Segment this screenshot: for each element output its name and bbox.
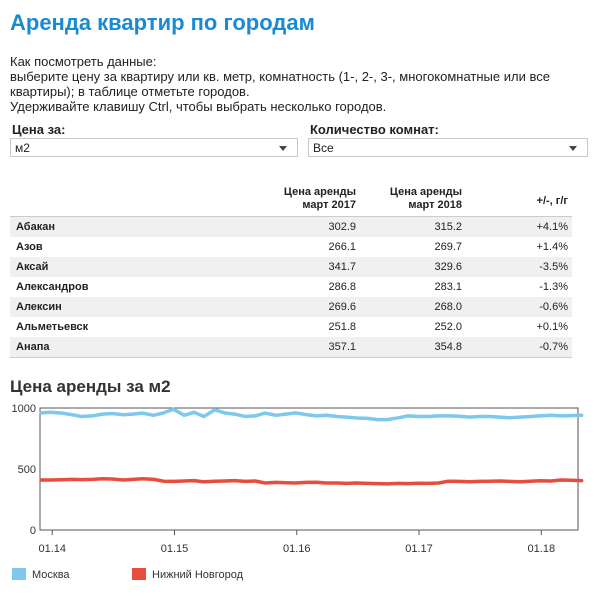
cell-city: Анапа [16, 341, 50, 353]
cell-city: Аксай [16, 261, 49, 273]
header-line: Цена аренды [389, 186, 462, 198]
table-row[interactable]: Альметьевск 251.8 252.0 +0.1% [10, 317, 572, 337]
cell-change: +0.1% [536, 321, 569, 333]
cell-city: Азов [16, 241, 43, 253]
table-row[interactable]: Анапа 357.1 354.8 -0.7% [10, 337, 572, 357]
legend-label: Москва [32, 569, 70, 581]
cell-price-2017: 251.8 [328, 321, 356, 333]
cell-price-2017: 269.6 [328, 301, 356, 313]
cell-change: -1.3% [539, 281, 568, 293]
cell-city: Абакан [16, 221, 55, 233]
table-row[interactable]: Александров 286.8 283.1 -1.3% [10, 277, 572, 297]
cell-change: -0.7% [539, 341, 568, 353]
instructions-line: квартиры); в таблице отметьте городов. [10, 84, 250, 99]
cell-change: +1.4% [536, 241, 569, 253]
header-line: Цена аренды [283, 186, 356, 198]
table-bottom-border [10, 357, 572, 358]
chevron-down-icon [569, 146, 577, 151]
cell-price-2017: 302.9 [328, 221, 356, 233]
cell-price-2017: 357.1 [328, 341, 356, 353]
legend-item-moscow[interactable]: Москва [12, 568, 70, 581]
price-label: Цена за: [12, 122, 66, 137]
header-price-2018: Цена аренды март 2018 [342, 186, 462, 212]
cell-change: -0.6% [539, 301, 568, 313]
table-body: Абакан 302.9 315.2 +4.1% Азов 266.1 269.… [10, 216, 572, 357]
legend-swatch [12, 568, 26, 580]
cell-city: Александров [16, 281, 89, 293]
cell-price-2017: 266.1 [328, 241, 356, 253]
cell-city: Алексин [16, 301, 62, 313]
cell-price-2018: 269.7 [434, 241, 462, 253]
y-tick-label: 500 [18, 464, 36, 476]
series-line-1 [39, 477, 584, 486]
x-tick-label: 01.15 [161, 543, 189, 555]
rent-table: Цена аренды март 2017 Цена аренды март 2… [10, 186, 572, 358]
chevron-down-icon [279, 146, 287, 151]
rooms-label: Количество комнат: [310, 122, 439, 137]
table-row[interactable]: Аксай 341.7 329.6 -3.5% [10, 257, 572, 277]
cell-price-2018: 315.2 [434, 221, 462, 233]
table-row[interactable]: Абакан 302.9 315.2 +4.1% [10, 217, 572, 237]
legend-item-nizhny-novgorod[interactable]: Нижний Новгород [132, 568, 243, 581]
chart-title: Цена аренды за м2 [10, 377, 171, 396]
price-select-value: м2 [15, 141, 30, 155]
x-tick-label: 01.18 [528, 543, 556, 555]
rent-chart: 0 500 1000 01.14 01.15 01.16 01.17 01.18 [12, 403, 584, 555]
x-tick-label: 01.14 [38, 543, 66, 555]
cell-price-2018: 268.0 [434, 301, 462, 313]
instructions-line: выберите цену за квартиру или кв. метр, … [10, 69, 550, 84]
header-line: март 2017 [302, 199, 356, 211]
cell-price-2017: 341.7 [328, 261, 356, 273]
cell-price-2018: 252.0 [434, 321, 462, 333]
legend-label: Нижний Новгород [152, 569, 244, 581]
y-tick-label: 1000 [12, 403, 36, 415]
cell-price-2018: 283.1 [434, 281, 462, 293]
instructions-line: Как посмотреть данные: [10, 54, 157, 69]
table-header: Цена аренды март 2017 Цена аренды март 2… [10, 186, 572, 216]
cell-change: -3.5% [539, 261, 568, 273]
cell-price-2018: 329.6 [434, 261, 462, 273]
table-row[interactable]: Азов 266.1 269.7 +1.4% [10, 237, 572, 257]
header-price-2017: Цена аренды март 2017 [236, 186, 356, 212]
price-select[interactable]: м2 [10, 138, 298, 157]
x-tick-label: 01.17 [405, 543, 433, 555]
header-change: +/-, г/г [536, 195, 568, 207]
instructions: Как посмотреть данные: выберите цену за … [10, 54, 590, 114]
legend-swatch [132, 568, 146, 580]
rooms-select-value: Все [313, 141, 334, 155]
y-tick-label: 0 [30, 525, 36, 537]
x-tick-label: 01.16 [283, 543, 311, 555]
plot-frame [39, 407, 579, 531]
cell-price-2018: 354.8 [434, 341, 462, 353]
table-row[interactable]: Алексин 269.6 268.0 -0.6% [10, 297, 572, 317]
cell-price-2017: 286.8 [328, 281, 356, 293]
cell-city: Альметьевск [16, 321, 89, 333]
rooms-select[interactable]: Все [308, 138, 588, 157]
cell-change: +4.1% [536, 221, 569, 233]
page-title: Аренда квартир по городам [10, 10, 315, 35]
series-line-0 [39, 407, 584, 422]
header-line: март 2018 [408, 199, 462, 211]
instructions-line: Удерживайте клавишу Ctrl, чтобы выбрать … [10, 99, 387, 114]
